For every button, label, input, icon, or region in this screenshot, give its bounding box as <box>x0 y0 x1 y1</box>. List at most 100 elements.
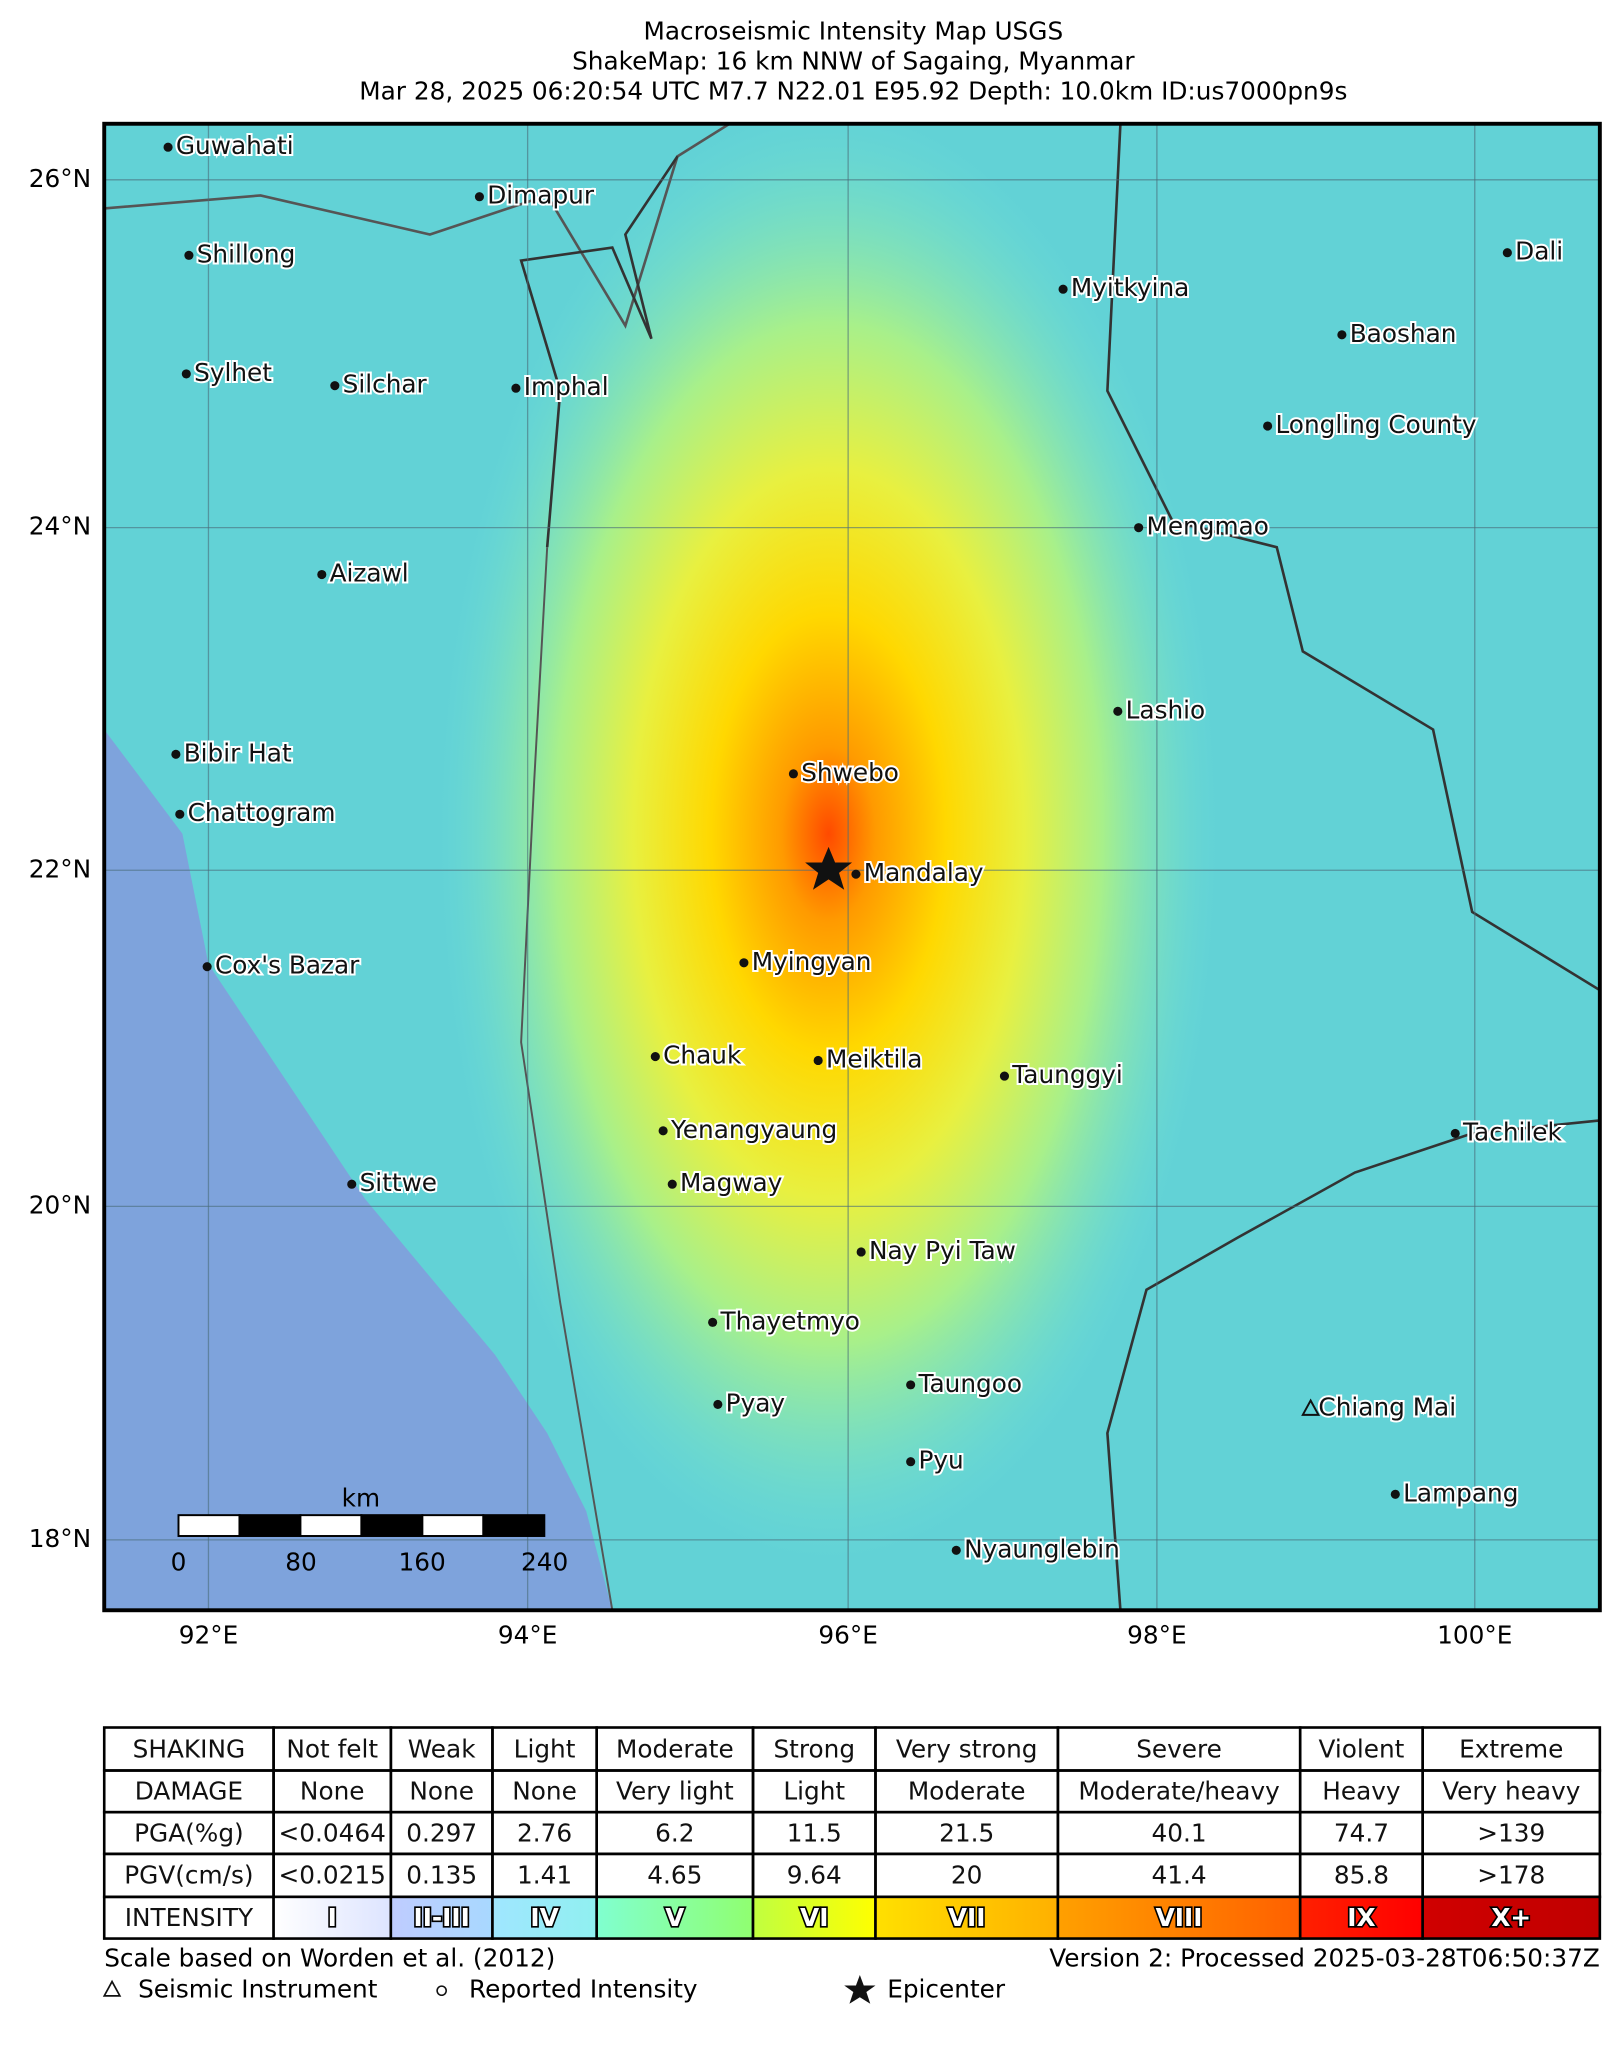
table-cell-text: Light <box>514 1734 576 1763</box>
intensity-swatch <box>1422 1896 1600 1939</box>
table-cell-text: VII <box>948 1903 986 1932</box>
table-cell-text: 85.8 <box>1334 1861 1389 1890</box>
city-dot <box>906 1380 916 1390</box>
table-cell-text: >139 <box>1477 1818 1545 1847</box>
table-cell-text: IX <box>1347 1903 1375 1932</box>
city-label: Meiktila <box>826 1044 922 1073</box>
title-line: ShakeMap: 16 km NNW of Sagaing, Myanmar <box>572 47 1135 76</box>
legend-entry: Epicenter <box>887 1975 1006 2004</box>
table-cell-text: Weak <box>408 1734 476 1763</box>
scale-segment <box>177 1514 241 1537</box>
city-label: Pyay <box>726 1388 785 1417</box>
table-cell-text: Violent <box>1318 1734 1404 1763</box>
city-dot <box>813 1055 823 1066</box>
table-cell-text: None <box>512 1777 577 1806</box>
city-label: Myitkyina <box>1071 273 1189 302</box>
instrument-marker <box>1301 1398 1321 1416</box>
city-dot <box>951 1545 961 1555</box>
city-label: Chiang Mai <box>1318 1392 1456 1421</box>
scale-segment <box>299 1514 363 1537</box>
epicenter <box>805 846 853 890</box>
table-cell-text: 21.5 <box>939 1818 994 1847</box>
intensity-swatch <box>390 1896 493 1939</box>
table-cell-text: VIII <box>1156 1903 1203 1932</box>
table-cell-text: <0.0215 <box>279 1861 386 1890</box>
city-dot <box>1113 706 1123 716</box>
city-label: Bibir Hat <box>184 738 292 767</box>
intensity-swatch <box>1057 1896 1301 1939</box>
scale-segment <box>482 1514 546 1537</box>
city-label: Taungoo <box>917 1369 1022 1398</box>
table-cell-text: Heavy <box>1322 1777 1400 1806</box>
lat-tick-label: 22°N <box>29 854 91 883</box>
title-line: Macroseismic Intensity Map USGS <box>644 17 1064 46</box>
city-dot <box>181 369 191 379</box>
city-label: Sylhet <box>194 358 272 387</box>
city-dot <box>1263 421 1273 431</box>
table-cell-text: VI <box>800 1903 828 1932</box>
table-cell-text: 6.2 <box>655 1818 694 1847</box>
table-cell-text: Moderate <box>908 1777 1026 1806</box>
city-dot <box>474 192 484 202</box>
intensity-swatch <box>596 1896 754 1939</box>
city-label: Sittwe <box>360 1168 437 1197</box>
city-label: Longling County <box>1275 410 1476 439</box>
city-label: Myingyan <box>752 947 872 976</box>
city-label: Baoshan <box>1350 319 1457 348</box>
city-label: Nyaunglebin <box>964 1534 1120 1563</box>
lat-tick-label: 24°N <box>29 512 91 541</box>
scale-note: Scale based on Worden et al. (2012) <box>104 1943 555 1972</box>
city-label: Tachilek <box>1462 1117 1562 1146</box>
city-dot <box>184 250 194 260</box>
city-label: Mandalay <box>864 858 984 887</box>
table-cell-text: Extreme <box>1459 1734 1563 1763</box>
table-cell-text: None <box>300 1777 365 1806</box>
legend-entry: Reported Intensity <box>469 1975 698 2004</box>
city-label: Shillong <box>197 239 296 268</box>
city-label: Dimapur <box>487 181 595 210</box>
city-label: Aizawl <box>330 559 409 588</box>
table-cell-text: I <box>328 1903 337 1932</box>
city-dot <box>1502 248 1512 258</box>
table-cell-text: 11.5 <box>787 1818 842 1847</box>
city-label: Pyu <box>918 1446 963 1475</box>
city-label: Imphal <box>524 372 609 401</box>
border <box>519 155 679 548</box>
table-cell <box>1421 1895 1602 1940</box>
city-dot <box>1450 1128 1460 1138</box>
border <box>1106 123 1600 992</box>
legend-entry: Seismic Instrument <box>138 1975 378 2004</box>
city-dot <box>1337 330 1347 340</box>
city-dot <box>1134 523 1144 533</box>
city-dot <box>851 869 861 879</box>
version: Version 2: Processed 2025-03-28T06:50:37… <box>1049 1943 1600 1972</box>
lat-tick-label: 20°N <box>29 1190 91 1219</box>
title-block: Macroseismic Intensity Map USGSShakeMap:… <box>359 17 1347 106</box>
city-dot <box>1058 284 1068 294</box>
table-cell-text: SHAKING <box>133 1734 245 1763</box>
table-cell-text: IV <box>530 1903 559 1932</box>
title-line: Mar 28, 2025 06:20:54 UTC M7.7 N22.01 E9… <box>359 76 1347 105</box>
scale-segment <box>421 1514 485 1537</box>
table-cell-text: II-III <box>413 1903 469 1932</box>
border <box>520 547 614 1611</box>
scale-label: 160 <box>398 1547 445 1576</box>
city-dot <box>658 1126 668 1136</box>
city-dot <box>163 142 173 152</box>
table-cell-text: Severe <box>1136 1734 1222 1763</box>
table-cell-text: 9.64 <box>787 1861 842 1890</box>
city-dot <box>999 1071 1010 1081</box>
table-cell-text: Strong <box>773 1734 855 1763</box>
city-dot <box>856 1247 866 1257</box>
city-dot <box>739 958 749 968</box>
ocean <box>104 729 613 1611</box>
city-label: Dali <box>1515 237 1563 266</box>
city-dot <box>171 749 181 759</box>
city-label: Magway <box>680 1168 782 1197</box>
table-cell-text: X+ <box>1491 1903 1531 1932</box>
city-dot <box>1390 1489 1400 1499</box>
city-dot <box>788 769 798 779</box>
table-cell-text: DAMAGE <box>135 1777 243 1806</box>
border <box>1106 1119 1600 1611</box>
table-cell-text: 2.76 <box>517 1818 572 1847</box>
